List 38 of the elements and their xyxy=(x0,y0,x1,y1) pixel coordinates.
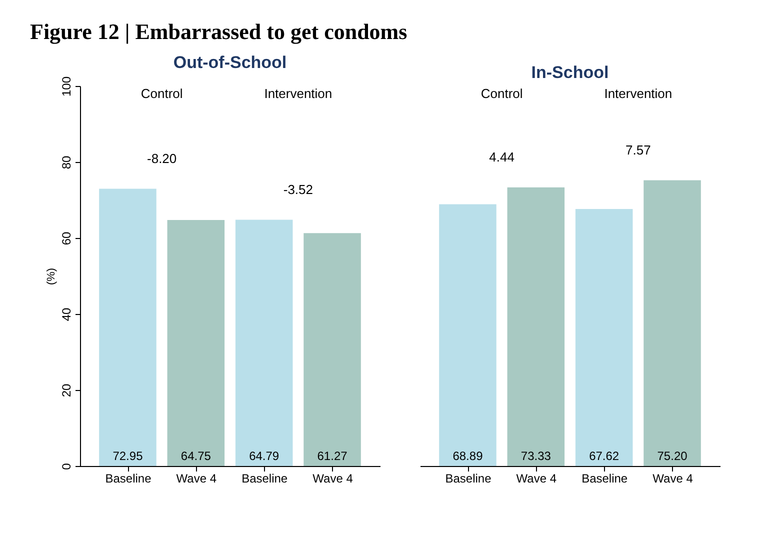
x-tick-label: Baseline xyxy=(445,472,492,486)
x-tick-label: Wave 4 xyxy=(312,472,354,486)
bar xyxy=(304,233,361,466)
x-tick-label: Baseline xyxy=(582,472,628,486)
chart-subtitle: In-School xyxy=(531,63,609,82)
y-tick-label: 100 xyxy=(60,76,74,97)
annotation: Intervention xyxy=(264,86,332,101)
y-tick-label: 20 xyxy=(60,384,74,398)
annotation: 7.57 xyxy=(626,142,651,158)
chart-subtitle: Out-of-School xyxy=(173,52,287,72)
chart-title: Figure 12 | Embarrassed to get condoms xyxy=(30,18,408,44)
x-tick-label: Wave 4 xyxy=(652,472,694,486)
x-tick-label: Wave 4 xyxy=(516,472,557,486)
y-tick-label: 60 xyxy=(60,232,74,246)
bar xyxy=(99,188,156,466)
x-tick-label: Baseline xyxy=(242,472,288,486)
y-axis-title: (%) xyxy=(46,268,58,286)
annotation: Intervention xyxy=(604,86,672,101)
data-label: 67.62 xyxy=(589,449,620,463)
annotation: -3.52 xyxy=(283,182,313,197)
y-tick-label: 80 xyxy=(60,156,74,170)
annotation: Control xyxy=(140,86,183,101)
data-label: 72.95 xyxy=(112,449,144,463)
data-label: 64.79 xyxy=(249,449,280,463)
x-tick-label: Wave 4 xyxy=(176,472,217,486)
y-tick-label: 0 xyxy=(60,462,74,470)
data-label: 64.75 xyxy=(180,449,212,463)
data-label: 61.27 xyxy=(317,449,348,463)
y-tick-label: 40 xyxy=(60,308,74,322)
data-label: 73.33 xyxy=(520,449,552,463)
annotation: Control xyxy=(480,86,523,101)
annotation: 4.44 xyxy=(489,150,514,165)
x-tick-label: Baseline xyxy=(105,472,152,486)
data-label: 68.89 xyxy=(452,449,484,463)
bar xyxy=(167,220,225,466)
data-label: 75.20 xyxy=(657,449,688,463)
annotation: -8.20 xyxy=(147,150,177,166)
bar xyxy=(235,220,293,466)
